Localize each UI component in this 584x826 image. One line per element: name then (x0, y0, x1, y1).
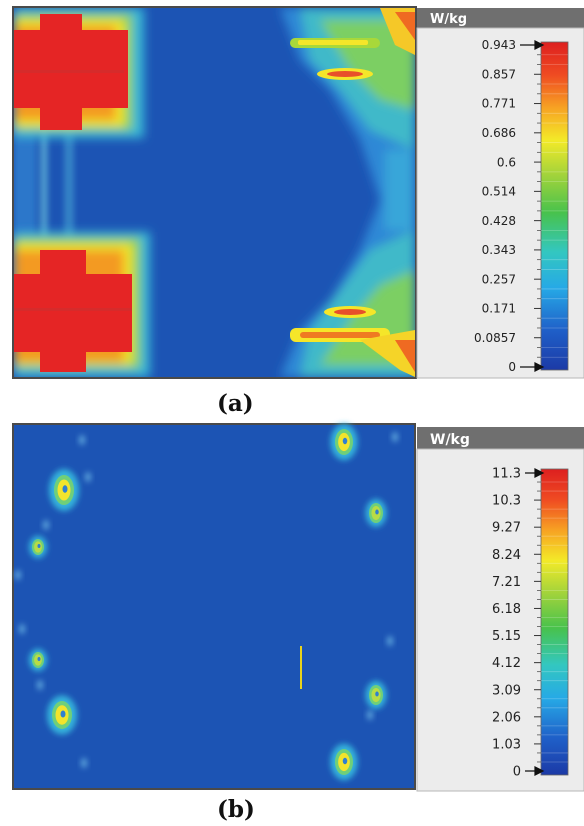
colorbar-arrow (525, 468, 545, 478)
hotspot-center (375, 509, 379, 515)
colorbar-b-unit: W/kg (430, 432, 470, 448)
hotspot-center (60, 710, 66, 718)
colorbar-tick-label: 0.171 (482, 302, 516, 316)
colorbar-tick-label: 2.06 (492, 710, 521, 725)
faint-spot (79, 435, 85, 445)
hotspot-center (62, 485, 68, 493)
colorbar-tick-label: 0.428 (482, 214, 516, 228)
colorbar-a-unit: W/kg (430, 12, 467, 27)
faint-spot (392, 432, 398, 442)
colorbar-tick-label: 3.09 (492, 683, 521, 698)
faint-spot (19, 624, 25, 634)
faint-spot (81, 758, 87, 768)
hotspot-center (37, 657, 41, 661)
colorbar-tick-label: 0 (513, 765, 521, 780)
colorbar-tick-label: 1.03 (492, 737, 521, 752)
hotspot-center (37, 544, 41, 548)
colorbar-arrow (520, 40, 545, 50)
colorbar-tick-label: 7.21 (492, 575, 521, 590)
heatmap-a-field (14, 8, 415, 377)
colorbar-tick-label: 10.3 (492, 494, 521, 509)
panel-a: W/kg 0.943 0.857 0.771 0.686 0.6 0.514 0.428 0.… (12, 6, 584, 417)
colorbar-tick-label: 0.343 (482, 243, 516, 257)
faint-spot (387, 636, 393, 646)
hotspot-center (342, 757, 348, 765)
heatmap-b-svg: W/kg 11.3 10.3 9.27 8.24 7.21 6.18 5.15 4.12 3.0… (12, 423, 584, 823)
colorbar-tick-label: 0.686 (482, 126, 516, 140)
colorbar-tick-label: 0.514 (482, 185, 516, 199)
heatmap-b-frame (12, 423, 416, 790)
colorbar-tick-label: 8.24 (492, 548, 521, 563)
colorbar-arrow (520, 362, 545, 372)
heatmap-a-svg: W/kg 0.9430.8570.7710.6860.60.5140.4280.… (12, 6, 584, 417)
hotspot-top-left (14, 8, 144, 138)
faint-spot (43, 520, 49, 530)
colorbar-b: W/kg 11.3 10.3 9.27 8.24 7.21 6.18 5.15 4.12 3.0… (416, 427, 584, 792)
colorbar-tick-label: 0.943 (482, 38, 516, 52)
colorbar-tick-label: 0.257 (482, 272, 516, 286)
heatmap-b-spots (15, 423, 398, 781)
colorbar-a-header (417, 8, 584, 28)
caption-b: (b) (217, 796, 255, 823)
heatmap-a-frame (12, 6, 417, 379)
colorbar-a: W/kg 0.9430.8570.7710.6860.60.5140.4280.… (416, 8, 584, 379)
faint-spot (85, 472, 91, 482)
hotspot-bottom-left (14, 232, 150, 377)
hotspot-center (375, 691, 379, 697)
colorbar-tick-label: 6.18 (492, 602, 521, 617)
colorbar-a-ticks: 0.943 0.857 0.771 0.686 0.6 0.514 0.428 0.343 0.… (474, 38, 568, 374)
colorbar-tick-label: 0.6 (497, 155, 516, 169)
colorbar-tick-label: 0.0857 (474, 331, 516, 345)
panel-b: W/kg 11.3 10.3 9.27 8.24 7.21 6.18 5.15 4.12 3.0… (0, 415, 584, 826)
colorbar-arrow (525, 766, 545, 776)
colorbar-b-ticks: 11.3 10.3 9.27 8.24 7.21 6.18 5.15 4.12 3.09 2.06… (492, 467, 568, 780)
colorbar-b-header (417, 427, 584, 449)
faint-spot (367, 710, 373, 720)
hotspot-center (342, 437, 348, 445)
heatmap-b-background (14, 425, 414, 788)
caption-a: (a) (217, 390, 254, 417)
colorbar-tick-label: 5.15 (492, 629, 521, 644)
faint-spot (37, 680, 43, 690)
colorbar-a-gradient (540, 41, 569, 371)
faint-spot (15, 570, 21, 580)
colorbar-tick-label: 4.12 (492, 656, 521, 671)
colorbar-tick-label: 0 (508, 360, 516, 374)
colorbar-tick-label: 9.27 (492, 521, 521, 536)
colorbar-tick-label: 11.3 (492, 467, 521, 482)
hotspot-right-field (280, 8, 415, 377)
colorbar-b-gradient (540, 468, 569, 776)
colorbar-tick-label: 0.771 (482, 97, 516, 111)
colorbar-tick-label: 0.857 (482, 67, 516, 81)
